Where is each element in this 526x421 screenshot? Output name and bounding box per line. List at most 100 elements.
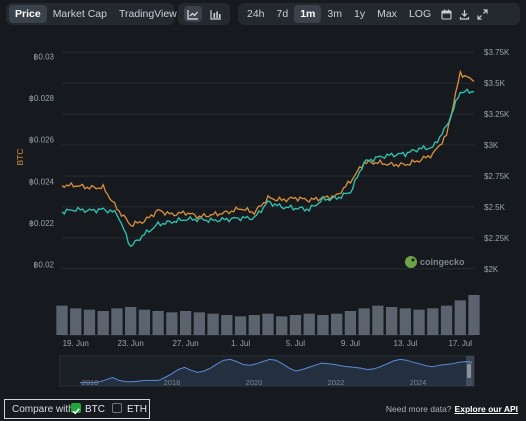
- volume-bar: [454, 300, 466, 335]
- tab-price[interactable]: Price: [9, 5, 47, 23]
- coingecko-watermark: coingecko: [405, 256, 465, 268]
- volume-bar: [289, 315, 302, 335]
- x-tick-label: 1. Jul: [231, 339, 250, 348]
- view-tabs: Price Market Cap TradingView: [6, 3, 177, 25]
- watermark-text: coingecko: [420, 257, 465, 267]
- volume-bar: [413, 309, 425, 335]
- left-tick-label: ฿0.02: [33, 261, 54, 270]
- navigator-tick-label: 2020: [246, 378, 263, 387]
- left-tick-label: ฿0.026: [29, 136, 55, 145]
- volume-bar: [152, 311, 164, 335]
- btc-compare-label[interactable]: BTC: [85, 404, 105, 415]
- download-icon[interactable]: [455, 6, 473, 22]
- volume-bar: [138, 309, 151, 335]
- right-tick-label: $2.75K: [484, 172, 510, 181]
- volume-bar: [166, 312, 178, 335]
- x-tick-label: 17. Jul: [448, 339, 472, 348]
- navigator-tick-label: 2018: [164, 378, 181, 387]
- fullscreen-icon[interactable]: [473, 6, 491, 22]
- left-tick-label: ฿0.024: [29, 177, 55, 186]
- x-tick-label: 19. Jun: [63, 339, 89, 348]
- eth-series-line: [61, 88, 475, 248]
- tab-market-cap[interactable]: Market Cap: [52, 8, 107, 20]
- navigator-tick-label: 2024: [410, 378, 427, 387]
- range-log[interactable]: LOG: [408, 8, 432, 20]
- volume-bar: [440, 305, 453, 335]
- right-tick-label: $2.25K: [484, 234, 510, 243]
- right-tick-label: $3.5K: [484, 79, 506, 88]
- left-axis-ticks: ฿0.02 ฿0.022 ฿0.024 ฿0.026 ฿0.028 ฿0.03: [29, 52, 55, 269]
- volume-bar: [248, 315, 260, 335]
- volume-bar: [221, 315, 233, 335]
- volume-bar: [179, 311, 192, 335]
- range-navigator[interactable]: 2016 2018 2020 2022 2024: [59, 355, 475, 387]
- volume-bar: [303, 313, 315, 335]
- left-axis-label: BTC: [15, 149, 25, 166]
- navigator-tick-label: 2022: [328, 378, 345, 387]
- range-1y[interactable]: 1y: [354, 8, 366, 20]
- btc-checkbox[interactable]: [71, 403, 81, 415]
- volume-bar: [111, 308, 123, 335]
- left-tick-label: ฿0.03: [33, 52, 54, 61]
- range-1m[interactable]: 1m: [294, 5, 322, 23]
- right-tick-label: $3K: [484, 141, 499, 150]
- volume-bar: [56, 305, 68, 335]
- volume-bar: [207, 313, 219, 335]
- api-promo-text: Need more data?: [385, 404, 452, 414]
- volume-bar: [399, 308, 411, 335]
- right-tick-label: $3.75K: [484, 48, 510, 57]
- check-icon: [72, 408, 80, 415]
- volume-bar: [97, 311, 109, 335]
- range-max[interactable]: Max: [377, 8, 397, 20]
- x-tick-label: 23. Jun: [118, 339, 144, 348]
- grid-lines: [62, 51, 474, 270]
- api-promo: Need more data? Explore our API: [386, 404, 518, 414]
- volume-bar: [344, 311, 357, 335]
- volume-bar: [317, 315, 329, 335]
- volume-bar: [372, 305, 384, 335]
- volume-bar: [427, 308, 439, 335]
- volume-bars: [56, 295, 480, 336]
- btc-series-line: [61, 69, 475, 228]
- x-tick-label: 27. Jun: [172, 339, 198, 348]
- calendar-icon[interactable]: [437, 6, 455, 22]
- volume-bar: [83, 309, 96, 335]
- compare-box: [4, 399, 150, 419]
- volume-bar: [358, 308, 370, 335]
- x-axis-ticks: 19. Jun 23. Jun 27. Jun 1. Jul 5. Jul 9. Jul 1…: [63, 339, 473, 348]
- explore-api-link[interactable]: Explore our API: [454, 404, 518, 414]
- range-24h[interactable]: 24h: [247, 8, 265, 20]
- volume-bar: [262, 313, 274, 335]
- tab-tradingview[interactable]: TradingView: [118, 8, 177, 20]
- chart-style-tabs: [178, 3, 230, 25]
- volume-bar: [193, 312, 205, 335]
- right-axis-ticks: $2K $2.25K $2.5K $2.75K $3K $3.25K $3.5K $3.75K: [484, 48, 510, 274]
- range-7d[interactable]: 7d: [276, 8, 289, 20]
- volume-bar: [468, 295, 480, 335]
- coingecko-logo-icon: [405, 256, 417, 268]
- volume-bar: [276, 316, 288, 335]
- navigator-area: [80, 359, 472, 386]
- navigator-handle[interactable]: [467, 364, 471, 378]
- line-chart-icon[interactable]: [183, 6, 202, 22]
- x-tick-label: 5. Jul: [286, 339, 305, 348]
- range-tabs: 24h 7d 1m 3m 1y Max LOG: [238, 3, 520, 25]
- right-tick-label: $2K: [484, 265, 499, 274]
- candlestick-chart-icon[interactable]: [207, 6, 225, 22]
- eth-checkbox[interactable]: [112, 403, 122, 413]
- x-tick-label: 9. Jul: [341, 339, 360, 348]
- left-tick-label: ฿0.028: [29, 94, 55, 103]
- range-3m[interactable]: 3m: [327, 8, 342, 20]
- price-chart[interactable]: ฿0.02฿0.022฿0.024฿0.026฿0.028฿0.03 $2K$2…: [0, 0, 526, 396]
- navigator-tick-label: 2016: [82, 378, 99, 387]
- navigator-frame: [59, 355, 475, 387]
- volume-bar: [331, 313, 343, 335]
- right-tick-label: $2.5K: [484, 203, 506, 212]
- volume-bar: [125, 307, 137, 335]
- volume-bar: [385, 307, 398, 335]
- footer: Compare with: BTC ETH Need more data? Exp…: [0, 396, 526, 420]
- navigator-line: [79, 358, 473, 384]
- volume-bar: [234, 316, 247, 335]
- eth-compare-label[interactable]: ETH: [127, 404, 147, 415]
- compare-label: Compare with:: [12, 404, 77, 415]
